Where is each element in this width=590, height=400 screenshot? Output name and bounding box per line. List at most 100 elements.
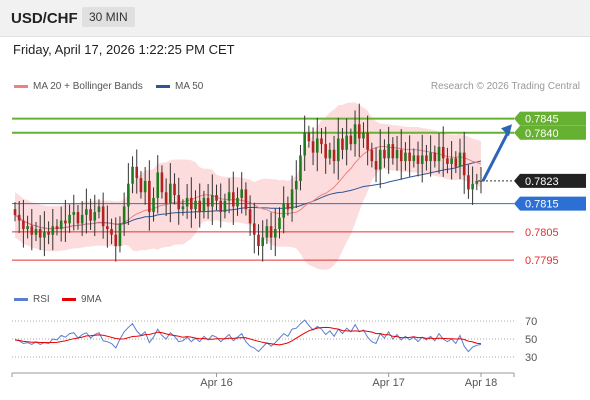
- candle-body: [190, 197, 193, 210]
- candle-body: [450, 158, 453, 164]
- candle-body: [34, 229, 38, 235]
- candle-body: [122, 206, 126, 224]
- level-tag-text: 0.7845: [525, 114, 559, 126]
- candle: [433, 145, 437, 168]
- chart-datetime: Friday, April 17, 2026 1:22:25 PM CET: [13, 42, 235, 57]
- candle: [273, 208, 277, 257]
- candle-body: [26, 226, 29, 230]
- x-tick-Apr-17: Apr 17: [372, 377, 404, 389]
- candle-body: [362, 132, 365, 139]
- candle-body: [181, 206, 185, 210]
- candle: [194, 190, 197, 219]
- candle: [345, 118, 348, 166]
- candle: [257, 224, 260, 256]
- candle-body: [68, 214, 71, 224]
- candle-body: [353, 124, 357, 145]
- forecast-arrow-shaft: [481, 129, 511, 182]
- ma20-swatch: [14, 84, 28, 88]
- candle-body: [211, 195, 214, 207]
- candle-body: [43, 231, 46, 238]
- candle: [30, 208, 34, 251]
- candle-body: [248, 209, 252, 224]
- candle: [93, 194, 97, 237]
- candle-body: [177, 195, 181, 210]
- candle-body: [164, 192, 168, 204]
- candle-body: [378, 149, 382, 170]
- candle: [248, 195, 252, 236]
- candle: [64, 199, 67, 242]
- legend-ma50-label: MA 50: [175, 81, 204, 92]
- candle-body: [420, 155, 424, 164]
- candle-body: [458, 152, 462, 167]
- timeframe-badge[interactable]: 30 MIN: [82, 7, 135, 27]
- candle-body: [433, 152, 437, 162]
- legend-ma50: MA 50: [156, 81, 203, 92]
- candle: [462, 131, 466, 194]
- candle: [118, 216, 122, 253]
- candle: [332, 135, 336, 174]
- legend-rsi-ma-label: 9MA: [81, 294, 102, 305]
- level-label-0.7795: 0.7795: [525, 255, 559, 267]
- candle-body: [399, 149, 403, 162]
- candle: [370, 142, 374, 168]
- level-tag-bg: [514, 173, 586, 188]
- candle-body: [97, 206, 101, 213]
- candle: [59, 206, 63, 242]
- candle: [366, 115, 369, 166]
- candle-body: [101, 206, 105, 227]
- candle: [85, 188, 88, 234]
- candle-body: [311, 141, 315, 153]
- candle-body: [202, 197, 206, 213]
- candle-body: [412, 155, 416, 162]
- candle-body: [408, 152, 411, 162]
- level-tag-bg: [514, 196, 586, 211]
- candle: [139, 171, 143, 199]
- candle: [240, 172, 244, 214]
- candle-body: [114, 234, 118, 247]
- candle: [324, 126, 327, 174]
- candle: [101, 192, 105, 239]
- candle: [307, 125, 311, 148]
- candle: [211, 174, 214, 225]
- candle-body: [169, 183, 172, 204]
- candle: [454, 151, 458, 174]
- candle-body: [425, 155, 428, 162]
- level-tag-bg: [514, 111, 586, 126]
- candle: [479, 167, 483, 194]
- candle-body: [198, 200, 202, 213]
- rsi-ma-swatch: [62, 297, 76, 301]
- candle-body: [328, 149, 332, 159]
- candle: [127, 163, 130, 225]
- candle-body: [76, 212, 80, 224]
- candle: [357, 103, 361, 158]
- candle-body: [395, 149, 399, 159]
- candle: [299, 144, 302, 191]
- candle-body: [118, 223, 122, 247]
- candle-body: [55, 226, 59, 230]
- level-tag-0.7815: 0.7815: [514, 196, 586, 211]
- candle: [441, 126, 445, 177]
- candle: [458, 138, 462, 180]
- candle: [173, 173, 176, 205]
- candle: [122, 192, 126, 236]
- candle: [391, 137, 395, 165]
- candle: [17, 201, 21, 234]
- candle: [349, 128, 353, 151]
- candle: [383, 139, 386, 168]
- level-tag-text: 0.7823: [525, 176, 559, 188]
- candle: [223, 193, 227, 219]
- candle-body: [223, 200, 227, 213]
- candle: [55, 219, 59, 236]
- candle-body: [51, 226, 55, 235]
- candle-body: [437, 146, 441, 162]
- candle: [437, 133, 441, 174]
- candle-body: [219, 200, 223, 213]
- candle-body: [80, 214, 84, 224]
- candle: [51, 208, 55, 251]
- candle-body: [38, 229, 42, 238]
- candle: [395, 135, 399, 171]
- candle: [244, 182, 248, 216]
- candle: [315, 117, 319, 172]
- forecast-arrow-head: [501, 124, 512, 137]
